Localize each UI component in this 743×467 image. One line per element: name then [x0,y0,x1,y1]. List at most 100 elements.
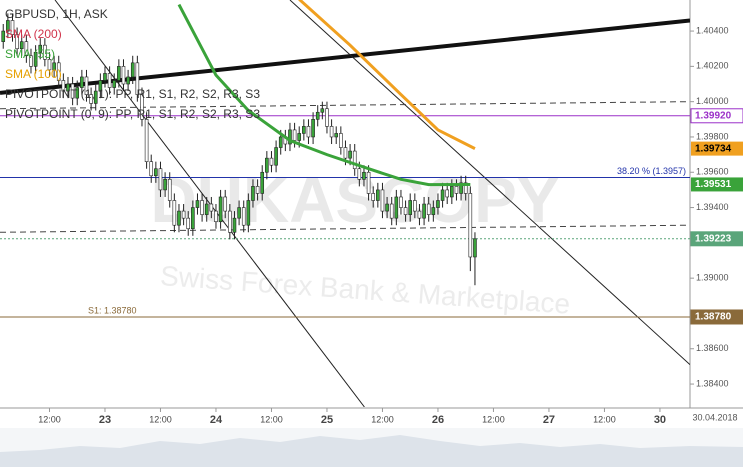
candle-body [473,238,477,258]
y-tick-label: 1.40000 [696,96,729,106]
candle-body [75,87,80,99]
candle-body [107,73,112,88]
candle-body [29,55,33,67]
candle-body [260,171,265,194]
legend-entry: PIVOTPOINT (0, 9): PP, R1, S1, R2, S2, R… [5,107,260,121]
price-tag-label: 1.39920 [695,110,732,121]
candle-body [218,196,223,222]
candle-body [232,217,237,233]
candle-body [302,126,306,134]
trend-line [0,224,690,233]
candle-body [237,207,241,219]
x-tick-label: 27 [543,414,555,426]
candle-body [315,111,320,120]
candle-body [241,207,246,226]
x-tick-label: 12:00 [149,414,172,424]
y-tick-label: 1.40400 [696,25,729,35]
candle-body [334,133,339,138]
x-tick-label: 12:00 [38,414,61,424]
candle-body [436,200,440,208]
watermark-logo: DUKASCOPY [151,164,560,236]
overview-area [0,435,743,467]
candle-body [204,203,209,215]
candle-body [56,62,61,81]
candle-body [348,150,352,159]
sma-line [298,0,476,150]
y-tick-label: 1.39800 [696,131,729,141]
candle-body [130,62,135,78]
candle-body [144,119,149,162]
candle-body [306,126,311,138]
chart-title: GBPUSD, 1H, ASK [5,7,108,21]
candle-body [343,147,348,159]
candle-body [140,94,144,120]
candle-body [195,200,200,208]
x-tick-label: 26 [432,414,444,426]
candle-body [394,196,399,219]
candle-body [463,182,468,194]
price-tag [691,141,743,156]
candle-body [121,66,126,85]
candle-body [38,44,43,53]
candle-body [454,186,459,194]
legend-entry: PIVOTPOINT (1, 1): PP, R1, S1, R2, S2, R… [5,87,260,101]
y-tick-label: 1.38400 [696,378,729,388]
candle-body [33,51,38,67]
y-tick-label: 1.38600 [696,343,729,353]
candle-body [172,200,177,226]
x-tick-label: 12:00 [593,414,616,424]
candle-body [154,168,158,177]
candle-body [112,80,117,88]
legend-entry: SMA (100) [5,67,62,81]
candle-body [246,200,251,226]
sma-line [177,3,471,187]
candle-body [265,157,269,173]
candle-body [181,210,186,219]
candle-body [167,179,172,201]
price-tag [690,231,743,247]
price-tag-label: 1.39531 [695,179,732,190]
candle-body [325,108,329,127]
candle-body [93,90,98,104]
candle-body [70,83,75,99]
candle-body [459,182,463,194]
candle-body [214,210,218,222]
candle-body [223,196,228,212]
candle-body [24,41,29,57]
candle-body [385,203,389,212]
candle-body [362,171,366,180]
candle-body [288,129,292,145]
candle-body [103,73,107,81]
candle-body [403,207,408,215]
candle-body [47,59,52,71]
candle-body [52,62,56,71]
candle-body [320,108,325,113]
candle-body [177,210,181,226]
candle-body [408,200,413,215]
candle-body [228,210,232,233]
candle-body [311,119,315,138]
level-text: 38.20 % (1.3957) [617,166,686,176]
candle-body [89,94,93,104]
candle-body [209,203,214,212]
candle-body [15,34,19,50]
candle-body [399,196,403,208]
candle-body [149,161,154,177]
candle-body [19,41,24,50]
candle-body [80,76,84,88]
x-tick-label: 12:00 [482,414,505,424]
candle-body [450,186,454,198]
price-tag [690,309,743,325]
candle-body [376,189,380,201]
legend-entry: SMA (55) [5,47,55,61]
candle-body [126,76,130,85]
date-label: 30.04.2018 [692,412,737,422]
y-tick-label: 1.39600 [696,167,729,177]
candle-body [191,207,195,230]
candle-body [440,189,445,201]
candle-body [135,62,140,95]
candle-body [417,210,422,219]
candle-body [357,168,362,180]
price-tag [690,108,743,124]
